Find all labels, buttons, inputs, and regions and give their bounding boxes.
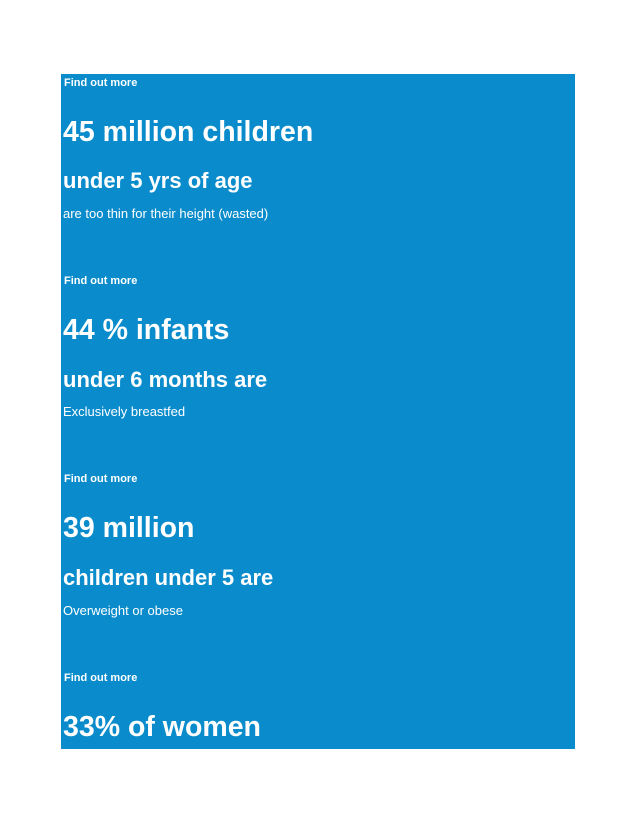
- find-out-more-link[interactable]: Find out more: [64, 672, 138, 684]
- stat-headline: 44 % infants: [63, 314, 230, 346]
- stat-description: Exclusively breastfed: [63, 404, 186, 419]
- stat-description: Overweight or obese: [63, 603, 183, 618]
- stat-subheadline: under 5 yrs of age: [63, 168, 253, 193]
- statistics-panel: Find out more 45 million children under …: [61, 74, 575, 749]
- find-out-more-link[interactable]: Find out more: [64, 275, 138, 287]
- stat-headline: 39 million: [63, 512, 195, 544]
- stat-subheadline: children under 5 are: [63, 565, 274, 590]
- stat-description: are too thin for their height (wasted): [63, 206, 269, 221]
- stat-headline: 45 million children: [63, 116, 314, 148]
- find-out-more-link[interactable]: Find out more: [64, 77, 138, 89]
- find-out-more-link[interactable]: Find out more: [64, 473, 138, 485]
- stat-subheadline: under 6 months are: [63, 367, 268, 392]
- stat-headline: 33% of women: [63, 711, 261, 743]
